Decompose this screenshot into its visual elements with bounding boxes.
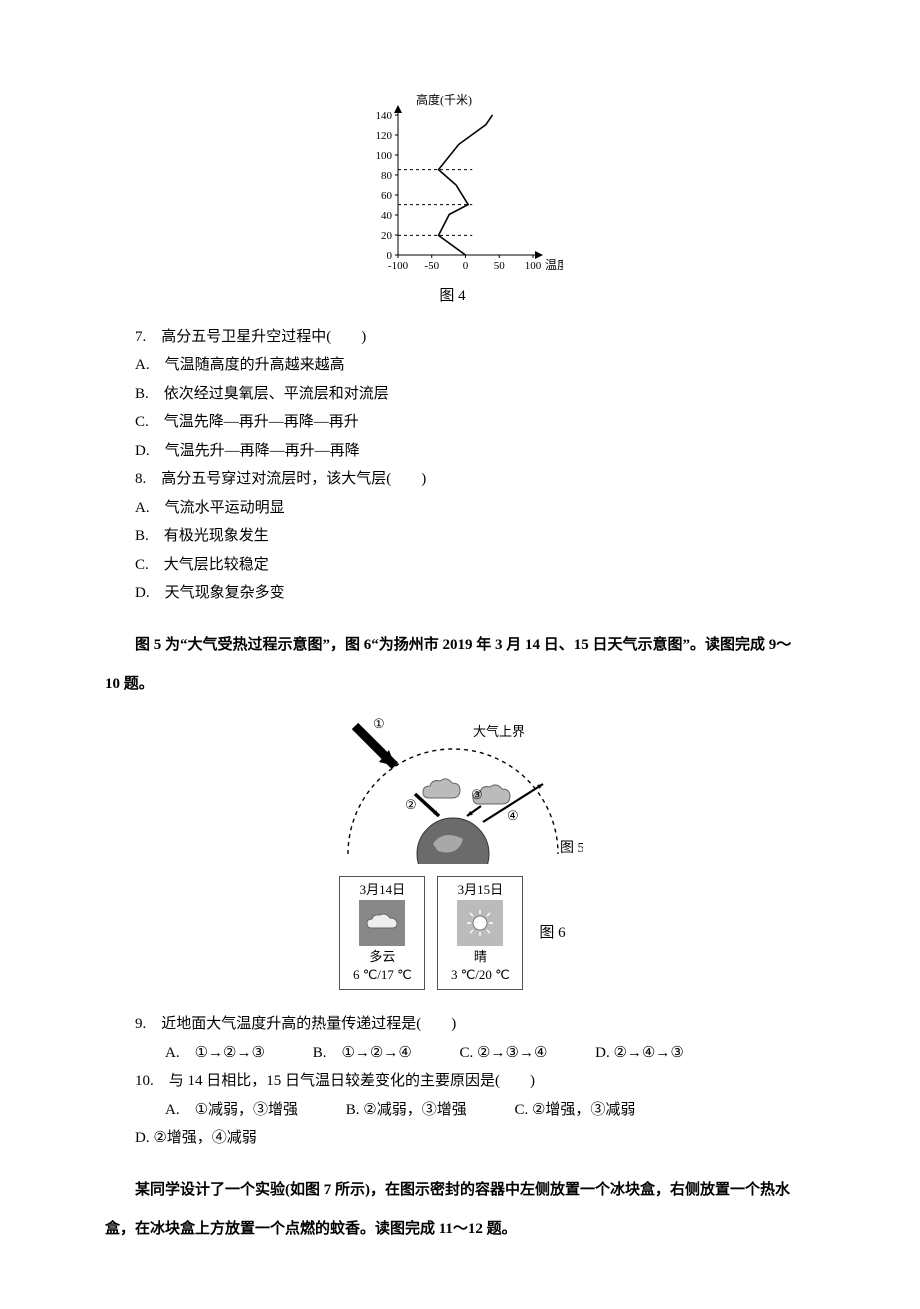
q7-opt-c: C. 气温先降—再升—再降—再升 — [105, 408, 800, 437]
weather-range-0: 6 ℃/17 ℃ — [340, 966, 424, 984]
q9-stem: 9. 近地面大气温度升高的热量传递过程是( ) — [105, 1010, 800, 1039]
intro-fig5-6: 图 5 为“大气受热过程示意图”，图 6“为扬州市 2019 年 3 月 14 … — [105, 626, 800, 704]
weather-card-1: 3月15日 晴 3 ℃/20 ℃ — [437, 876, 523, 991]
svg-text:100: 100 — [524, 260, 541, 272]
weather-range-1: 3 ℃/20 ℃ — [438, 966, 522, 984]
weather-card-0: 3月14日 多云 6 ℃/17 ℃ — [339, 876, 425, 991]
q7-opt-d: D. 气温先升—再降—再升—再降 — [105, 437, 800, 466]
weather-date-1: 3月15日 — [438, 881, 522, 899]
svg-text:140: 140 — [375, 110, 392, 122]
figure-6: 3月14日 多云 6 ℃/17 ℃ 3月15日 晴 3 ℃/20 ℃ 图 6 — [105, 876, 800, 991]
q7-stem: 7. 高分五号卫星升空过程中( ) — [105, 323, 800, 352]
q10-opt-a: A. ①减弱，③增强 — [135, 1096, 298, 1125]
figure-6-caption: 图 6 — [539, 919, 565, 948]
svg-text:120: 120 — [375, 130, 392, 142]
svg-text:80: 80 — [381, 170, 393, 182]
atmosphere-heating-diagram: ① ② ③ ④ 大气上界图 5 — [323, 714, 583, 864]
svg-text:0: 0 — [462, 260, 468, 272]
svg-text:50: 50 — [493, 260, 505, 272]
svg-text:60: 60 — [381, 190, 393, 202]
q10-opt-c: C. ②增强，③减弱 — [484, 1096, 635, 1125]
figure-5: ① ② ③ ④ 大气上界图 5 — [105, 714, 800, 864]
weather-desc-0: 多云 — [340, 948, 424, 966]
svg-text:④: ④ — [507, 808, 519, 823]
svg-text:40: 40 — [381, 210, 393, 222]
q8-opt-a: A. 气流水平运动明显 — [105, 494, 800, 523]
figure-4: 020406080100120140-100-50050100高度(千米)温度(… — [105, 90, 800, 311]
q9-opt-a: A. ①→②→③ — [135, 1039, 265, 1068]
q9-opt-d: D. ②→④→③ — [565, 1039, 684, 1068]
weather-desc-1: 晴 — [438, 948, 522, 966]
q10-opt-b: B. ②减弱，③增强 — [316, 1096, 467, 1125]
svg-text:③: ③ — [471, 787, 483, 802]
q10-opt-d: D. ②增强，④减弱 — [105, 1124, 257, 1153]
q8-opt-b: B. 有极光现象发生 — [105, 522, 800, 551]
q10-stem: 10. 与 14 日相比，15 日气温日较差变化的主要原因是( ) — [105, 1067, 800, 1096]
q9-options: A. ①→②→③ B. ①→②→④ C. ②→③→④ D. ②→④→③ — [105, 1039, 800, 1068]
q9-opt-b: B. ①→②→④ — [283, 1039, 412, 1068]
q8-opt-d: D. 天气现象复杂多变 — [105, 579, 800, 608]
svg-text:-100: -100 — [387, 260, 408, 272]
svg-text:图 5: 图 5 — [560, 841, 583, 856]
weather-date-0: 3月14日 — [340, 881, 424, 899]
cloud-icon — [359, 900, 405, 946]
q7-opt-b: B. 依次经过臭氧层、平流层和对流层 — [105, 380, 800, 409]
q8-options: A. 气流水平运动明显 B. 有极光现象发生 C. 大气层比较稳定 D. 天气现… — [105, 494, 800, 608]
sun-icon — [457, 900, 503, 946]
q8-stem: 8. 高分五号穿过对流层时，该大气层( ) — [105, 465, 800, 494]
q9-opt-c: C. ②→③→④ — [430, 1039, 548, 1068]
q8-opt-c: C. 大气层比较稳定 — [105, 551, 800, 580]
svg-text:-50: -50 — [424, 260, 439, 272]
q7-opt-a: A. 气温随高度的升高越来越高 — [105, 351, 800, 380]
svg-text:温度(℃): 温度(℃) — [545, 257, 563, 272]
svg-text:100: 100 — [375, 150, 392, 162]
figure-4-caption: 图 4 — [105, 282, 800, 311]
svg-text:20: 20 — [381, 230, 393, 242]
svg-text:①: ① — [373, 716, 385, 731]
q10-options: A. ①减弱，③增强 B. ②减弱，③增强 C. ②增强，③减弱 D. ②增强，… — [105, 1096, 800, 1153]
svg-text:大气上界: 大气上界 — [473, 724, 525, 739]
svg-text:②: ② — [405, 797, 417, 812]
altitude-temperature-chart: 020406080100120140-100-50050100高度(千米)温度(… — [343, 90, 563, 280]
intro-fig7: 某同学设计了一个实验(如图 7 所示)，在图示密封的容器中左侧放置一个冰块盒，右… — [105, 1171, 800, 1249]
svg-text:高度(千米): 高度(千米) — [416, 92, 472, 107]
q7-options: A. 气温随高度的升高越来越高 B. 依次经过臭氧层、平流层和对流层 C. 气温… — [105, 351, 800, 465]
